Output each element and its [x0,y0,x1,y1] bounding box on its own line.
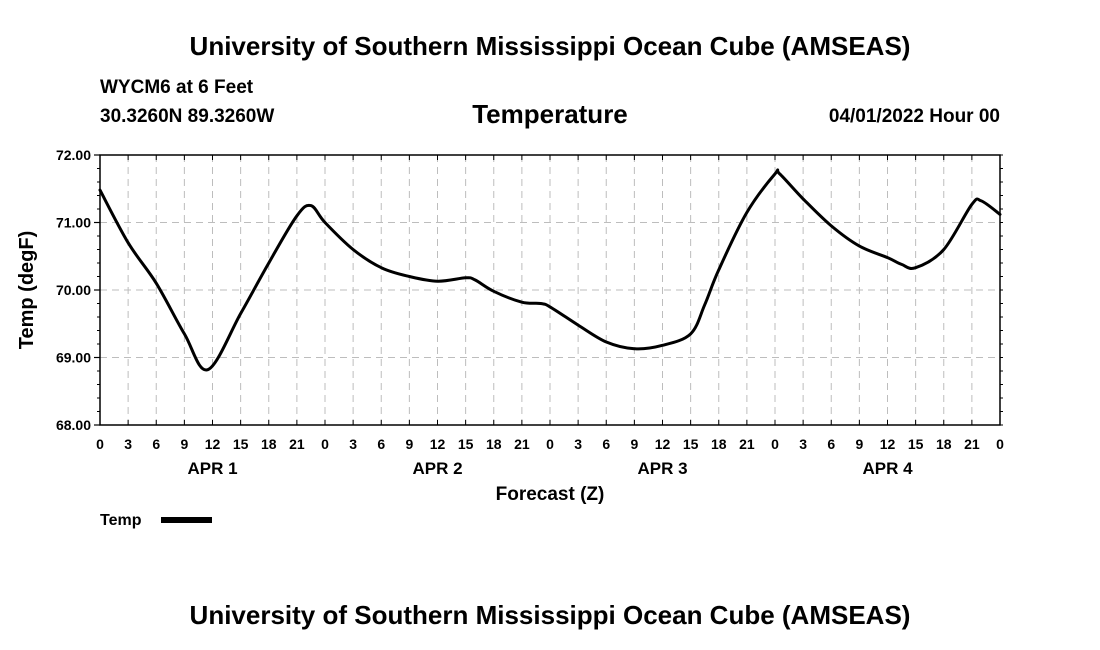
x-tick-label: 21 [739,436,755,452]
plot-frame [99,154,1001,426]
top-title: University of Southern Mississippi Ocean… [189,31,911,61]
x-tick-label: 6 [377,436,385,452]
x-tick-label: 12 [655,436,671,452]
day-label: APR 3 [637,459,687,478]
x-tick-label: 18 [936,436,952,452]
x-tick-label: 15 [233,436,249,452]
station-label: WYCM6 at 6 Feet [100,77,254,98]
x-tick-label: 0 [771,436,779,452]
chart-title: Temperature [472,99,628,129]
legend-swatch [161,517,212,523]
x-tick-label: 15 [458,436,474,452]
x-tick-label: 0 [546,436,554,452]
y-tick-label: 71.00 [56,215,91,231]
x-tick-label: 12 [880,436,896,452]
day-label: APR 1 [187,459,237,478]
x-tick-label: 6 [827,436,835,452]
x-tick-label: 9 [405,436,413,452]
y-axis-label: Temp (degF) [16,231,38,350]
x-tick-label: 6 [602,436,610,452]
x-tick-label: 0 [96,436,104,452]
x-tick-label: 12 [205,436,221,452]
day-labels: APR 1 APR 2 APR 3 APR 4 [187,459,913,478]
day-label: APR 4 [862,459,913,478]
x-tick-label: 6 [152,436,160,452]
x-tick-label: 0 [996,436,1004,452]
x-tick-label: 21 [964,436,980,452]
station-coordinates: 30.3260N 89.3260W [100,106,275,127]
x-axis-label: Forecast (Z) [496,484,605,505]
day-label: APR 2 [412,459,462,478]
x-tick-label: 9 [180,436,188,452]
x-tick-label: 0 [321,436,329,452]
x-tick-label: 21 [289,436,305,452]
x-tick-label: 18 [261,436,277,452]
y-tick-label: 72.00 [56,147,91,163]
x-tick-label: 21 [514,436,530,452]
x-tick-label: 3 [799,436,807,452]
y-tick-label: 68.00 [56,417,91,433]
x-tick-label: 12 [430,436,446,452]
y-tick-label: 69.00 [56,350,91,366]
x-tick-label: 15 [683,436,699,452]
x-tick-label: 9 [855,436,863,452]
chart-ticks [94,154,1003,426]
y-tick-labels: 68.00 69.00 70.00 71.00 72.00 [56,147,91,433]
bottom-title: University of Southern Mississippi Ocean… [189,600,911,630]
x-tick-label: 18 [711,436,727,452]
y-tick-label: 70.00 [56,282,91,298]
forecast-run-time: 04/01/2022 Hour 00 [828,106,1000,127]
temp-series-line [98,168,1002,372]
x-tick-label: 3 [124,436,132,452]
chart-grid [100,155,1000,425]
legend-label: Temp [100,512,142,529]
x-tick-label: 9 [630,436,638,452]
x-tick-label: 3 [349,436,357,452]
x-tick-label: 3 [574,436,582,452]
x-tick-label: 18 [486,436,502,452]
x-tick-label: 15 [908,436,924,452]
x-tick-labels: 0 3 6 9 12 15 18 21 0 3 6 9 12 15 18 21 0 3 6 9 12 15 18 21 0 3 6 9… [96,436,1004,452]
